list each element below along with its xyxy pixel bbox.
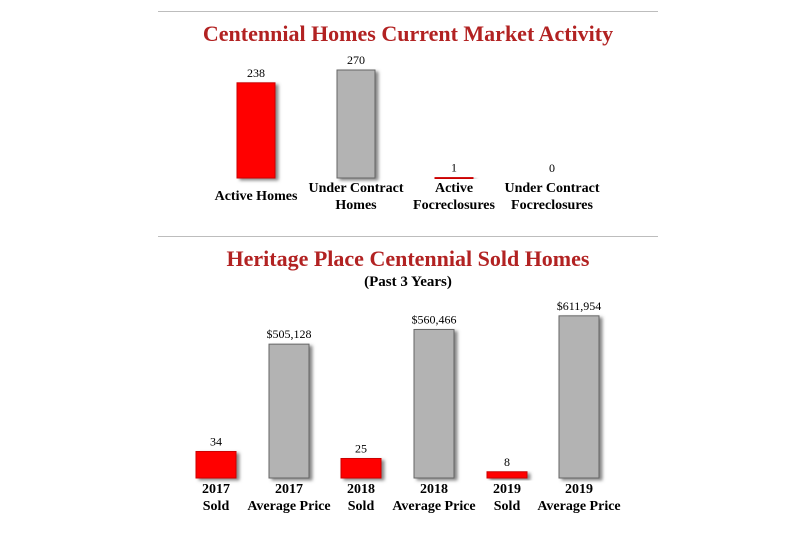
- value-label-1-0: 34: [210, 434, 222, 448]
- bar-0-2: [434, 177, 474, 180]
- value-label-1-2: 25: [355, 442, 367, 456]
- value-label-1-5: $611,954: [557, 299, 602, 313]
- value-label-0-3: 0: [549, 161, 555, 175]
- bar-1-4: [486, 471, 528, 479]
- value-label-0-1: 270: [347, 53, 365, 67]
- value-label-0-0: 238: [247, 66, 265, 80]
- bar-1-0: [195, 450, 237, 479]
- middle-divider: [158, 236, 658, 237]
- value-label-1-1: $505,128: [267, 327, 312, 341]
- category-label-1-1: 2017 Average Price: [247, 482, 330, 514]
- category-label-1-0: 2017 Sold: [202, 482, 230, 514]
- chart2-title: Heritage Place Centennial Sold Homes: [226, 246, 590, 271]
- category-label-0-0: Active Homes: [215, 189, 298, 204]
- category-label-0-2: Active Focreclosures: [413, 181, 495, 213]
- value-label-1-3: $560,466: [412, 312, 457, 326]
- category-label-1-5: 2019 Average Price: [537, 482, 620, 514]
- value-label-1-4: 8: [504, 455, 510, 469]
- bar-0-0: [236, 82, 276, 179]
- bar-1-2: [340, 458, 382, 479]
- category-label-0-1: Under Contract Homes: [308, 181, 403, 213]
- value-label-0-2: 1: [451, 161, 457, 175]
- chart1-title: Centennial Homes Current Market Activity: [202, 21, 614, 46]
- category-label-1-2: 2018 Sold: [347, 482, 375, 514]
- category-label-1-4: 2019 Sold: [493, 482, 521, 514]
- bar-1-5: [558, 315, 600, 479]
- category-label-0-3: Under Contract Focreclosures: [504, 181, 599, 213]
- bar-1-3: [413, 328, 455, 479]
- bar-0-1: [336, 69, 376, 179]
- chart2-subtitle: (Past 3 Years): [364, 274, 452, 290]
- bar-1-1: [268, 343, 310, 479]
- category-label-1-3: 2018 Average Price: [392, 482, 475, 514]
- top-divider: [158, 11, 658, 12]
